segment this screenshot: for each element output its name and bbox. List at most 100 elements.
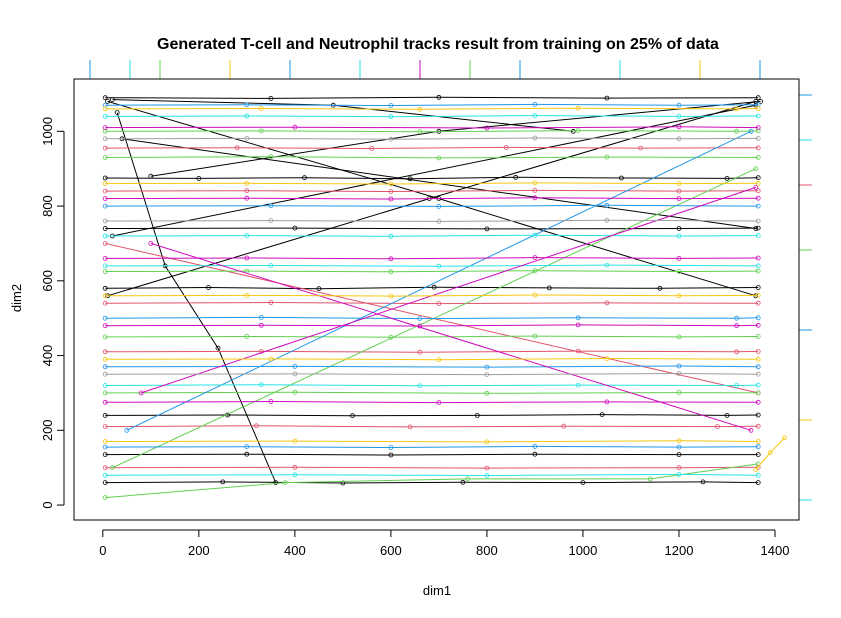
track-line — [105, 316, 759, 320]
y-tick-label: 800 — [40, 195, 55, 217]
track-point — [755, 145, 761, 151]
x-axis: 0 200 400 600 800 1000 1200 1400 — [99, 529, 790, 558]
track-point — [575, 105, 581, 111]
track-point — [724, 175, 730, 181]
track-line — [126, 130, 752, 431]
track-line — [105, 270, 759, 273]
track-point — [350, 413, 355, 419]
track-point — [676, 334, 682, 340]
track-point — [102, 293, 108, 299]
track-point — [484, 390, 490, 396]
x-tick-label: 600 — [380, 543, 402, 558]
track-point — [700, 479, 706, 485]
track-point — [258, 314, 264, 320]
track-line — [105, 391, 759, 394]
track-point — [647, 476, 653, 482]
track-point — [734, 128, 739, 134]
track-line — [105, 189, 759, 193]
track-point — [755, 106, 761, 111]
track-point — [268, 399, 274, 404]
track-line — [105, 234, 759, 237]
track-point — [244, 334, 250, 339]
track-point — [102, 114, 108, 119]
track-point — [292, 363, 298, 369]
track-point — [102, 439, 108, 444]
track-point — [102, 145, 108, 151]
track-point — [258, 348, 264, 354]
track-point — [102, 390, 108, 396]
y-tick-label: 1000 — [40, 117, 55, 146]
track-line — [105, 445, 759, 449]
track-point — [753, 226, 759, 231]
track-point — [388, 256, 394, 262]
track-line — [105, 335, 759, 338]
track-line — [105, 197, 759, 200]
track-point — [388, 114, 394, 120]
track-point — [102, 181, 108, 187]
track-point — [604, 217, 610, 223]
x-tick-label: 200 — [188, 543, 210, 558]
track-point — [755, 195, 761, 201]
track-point — [282, 480, 288, 486]
track-point — [676, 444, 682, 450]
track-line — [105, 204, 759, 207]
track-point — [484, 226, 490, 232]
track-line — [105, 453, 759, 456]
track-point — [755, 444, 761, 450]
track-point — [234, 145, 240, 151]
track-point — [196, 175, 202, 181]
track-point — [258, 382, 264, 388]
track-point — [102, 136, 108, 142]
track-point — [436, 218, 442, 224]
y-tick-label: 0 — [40, 501, 55, 508]
track-point — [102, 175, 108, 181]
track-line — [105, 294, 759, 297]
track-point — [619, 175, 624, 181]
track-line — [105, 264, 759, 267]
track-point — [532, 135, 538, 141]
y-tick-label: 600 — [40, 270, 55, 292]
track-point — [484, 372, 490, 378]
track-point — [715, 424, 720, 430]
track-line — [150, 242, 752, 431]
track-line — [105, 365, 759, 368]
track-point — [755, 412, 761, 418]
track-point — [436, 301, 442, 307]
track-point — [532, 180, 538, 186]
track-point — [758, 99, 763, 104]
track-point — [258, 322, 264, 328]
track-point — [748, 128, 754, 134]
track-point — [755, 334, 761, 339]
track-point — [244, 451, 250, 457]
track-point — [124, 427, 130, 433]
track-point — [417, 316, 423, 322]
track-point — [676, 181, 682, 187]
track-point — [388, 103, 394, 108]
track-point — [244, 292, 250, 298]
track-point — [561, 423, 567, 429]
track-point — [676, 371, 682, 376]
track-point — [292, 472, 298, 478]
x-tick-label: 800 — [476, 543, 498, 558]
y-axis-label: dim2 — [9, 284, 24, 312]
track-point — [292, 438, 298, 444]
track-series-group — [102, 94, 787, 501]
y-tick-label: 200 — [40, 419, 55, 441]
track-point — [755, 113, 761, 119]
track-point — [532, 333, 538, 339]
track-point — [244, 255, 250, 261]
track-point — [575, 128, 581, 134]
track-point — [369, 146, 375, 151]
track-point — [676, 293, 682, 299]
track-line — [105, 130, 759, 133]
x-tick-label: 1400 — [761, 543, 790, 558]
track-point — [755, 390, 761, 396]
track-line — [105, 350, 759, 353]
track-point — [676, 196, 682, 202]
track-point — [268, 218, 274, 224]
track-point — [546, 285, 552, 291]
track-point — [244, 180, 250, 186]
x-tick-label: 0 — [99, 543, 106, 558]
track-point — [532, 195, 538, 201]
y-axis: 0 200 400 600 800 1000 — [40, 117, 65, 509]
